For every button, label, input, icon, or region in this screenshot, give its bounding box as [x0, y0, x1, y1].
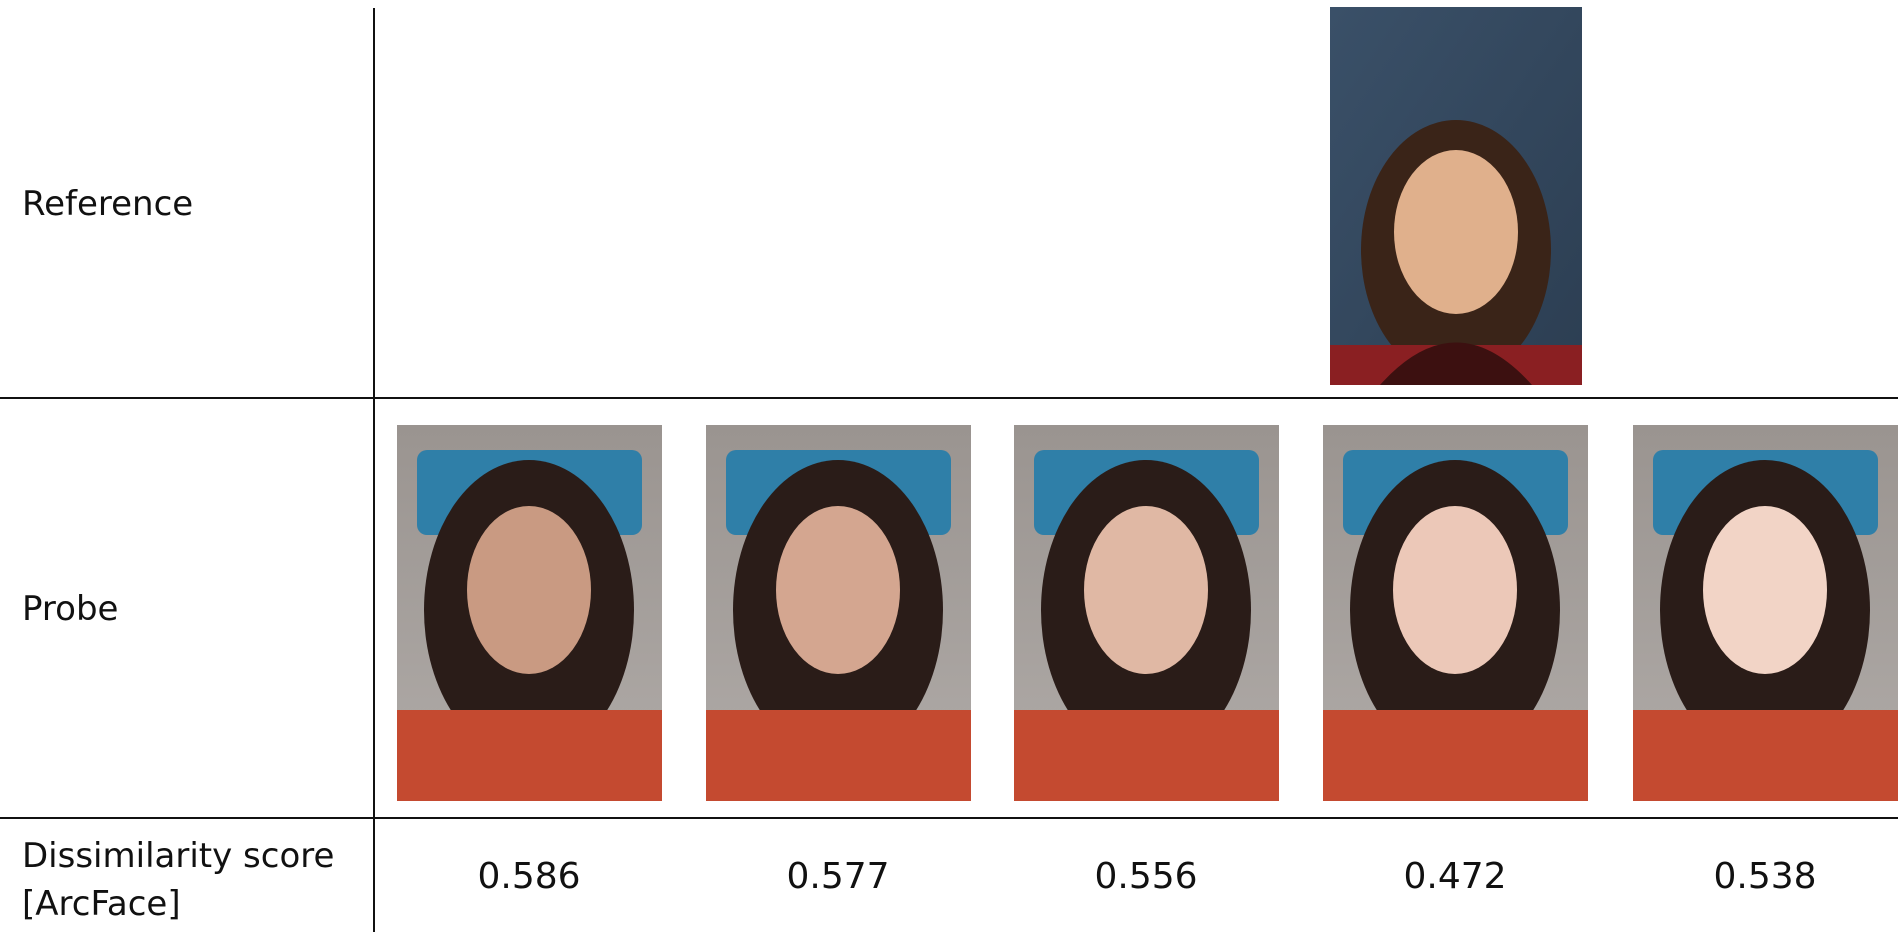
photo-part: [1323, 425, 1588, 801]
row-label: Dissimilarity score [ArcFace]: [22, 832, 367, 928]
photo-part: [467, 506, 591, 674]
photo-part: [776, 506, 900, 674]
photo-part: [1703, 506, 1827, 674]
score: 0.577: [738, 856, 938, 897]
table-graphics: [0, 0, 1898, 932]
photo-part: [1633, 425, 1898, 801]
probe-photo: [1014, 425, 1279, 801]
probe-photo: [397, 425, 662, 801]
score: 0.556: [1046, 856, 1246, 897]
page: Reference Probe Dissimilarity score [Arc…: [0, 0, 1898, 932]
photo-part: [1323, 710, 1588, 801]
photo-part: [706, 425, 971, 801]
row-label: Reference: [22, 180, 367, 228]
photo-part: [1014, 710, 1279, 801]
photo-part: [706, 710, 971, 801]
row-label: Probe: [22, 585, 367, 633]
photo-part: [1014, 425, 1279, 801]
photo-part: [1084, 506, 1208, 674]
probe-photo: [1323, 425, 1588, 801]
score: 0.538: [1665, 856, 1865, 897]
probe-photo: [1633, 425, 1898, 801]
probe-photo: [706, 425, 971, 801]
score: 0.472: [1355, 856, 1555, 897]
photo-part: [1633, 710, 1898, 801]
reference-photo: [1330, 7, 1582, 385]
photo-part: [1393, 506, 1517, 674]
photo-part: [397, 425, 662, 801]
photo-part: [397, 710, 662, 801]
score: 0.586: [429, 856, 629, 897]
